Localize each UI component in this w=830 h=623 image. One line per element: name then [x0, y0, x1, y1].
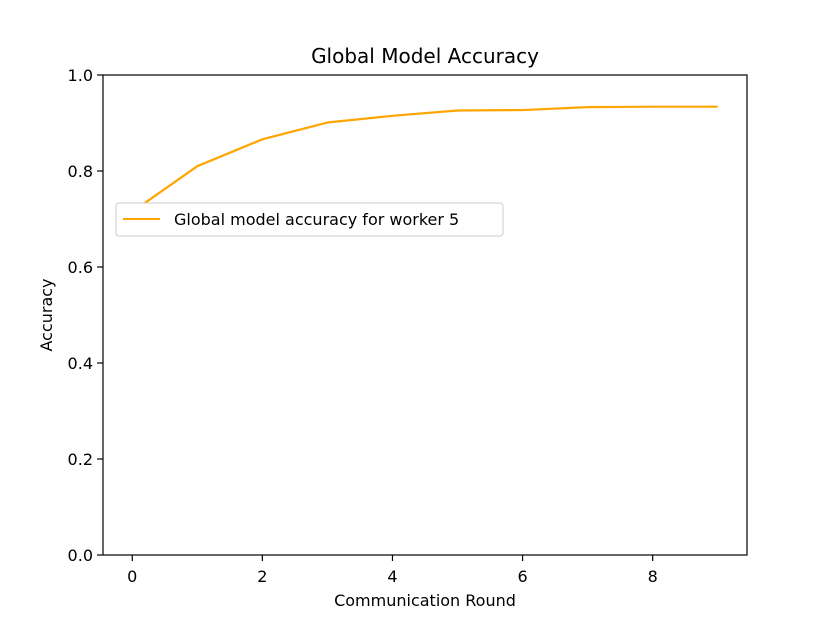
- x-axis-label: Communication Round: [334, 591, 516, 610]
- x-tick-label: 0: [127, 567, 137, 586]
- plot-frame: [102, 74, 748, 556]
- y-tick-label: 0.4: [68, 354, 93, 373]
- x-axis: 0 2 4 6 8: [127, 555, 658, 586]
- x-tick-label: 4: [387, 567, 397, 586]
- legend: Global model accuracy for worker 5: [115, 202, 504, 237]
- x-tick-label: 2: [257, 567, 267, 586]
- x-tick-label: 6: [517, 567, 527, 586]
- chart-title: Global Model Accuracy: [311, 44, 539, 68]
- legend-label: Global model accuracy for worker 5: [174, 210, 459, 229]
- y-tick-label: 0.2: [68, 450, 93, 469]
- x-tick-label: 8: [648, 567, 658, 586]
- y-tick-label: 0.0: [68, 546, 93, 565]
- y-axis-label: Accuracy: [37, 278, 56, 351]
- y-tick-label: 0.8: [68, 162, 93, 181]
- y-tick-label: 0.6: [68, 258, 93, 277]
- legend-box: [115, 202, 504, 237]
- series-line-0: [131, 105, 718, 213]
- y-axis: 0.0 0.2 0.4 0.6 0.8 1.0: [68, 66, 103, 565]
- series-layer: [131, 105, 718, 213]
- y-tick-label: 1.0: [68, 66, 93, 85]
